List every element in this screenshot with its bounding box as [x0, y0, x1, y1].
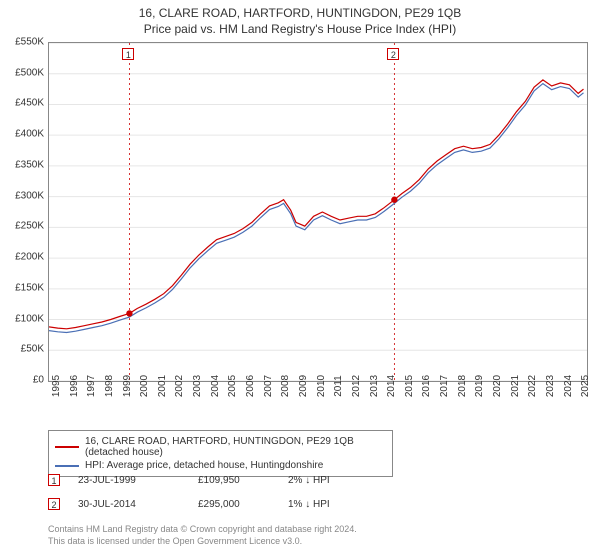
x-tick-label: 2014: [386, 375, 397, 397]
sale-price: £295,000: [198, 499, 288, 510]
sale-marker-badge: 2: [48, 498, 60, 510]
y-tick-label: £550K: [15, 37, 44, 48]
x-tick-label: 2013: [369, 375, 380, 397]
legend-swatch: [55, 465, 79, 467]
x-tick-label: 2024: [563, 375, 574, 397]
y-tick-label: £500K: [15, 67, 44, 78]
x-tick-label: 2003: [192, 375, 203, 397]
event-marker-box: 1: [122, 48, 134, 60]
x-tick-label: 2009: [298, 375, 309, 397]
legend-label: HPI: Average price, detached house, Hunt…: [85, 460, 323, 471]
y-tick-label: £50K: [21, 344, 44, 355]
plot-svg: [49, 43, 587, 381]
y-tick-label: £350K: [15, 159, 44, 170]
sale-date: 30-JUL-2014: [78, 499, 198, 510]
legend-swatch: [55, 446, 79, 448]
plot-area: [48, 42, 588, 382]
x-tick-label: 1995: [51, 375, 62, 397]
x-tick-label: 2022: [527, 375, 538, 397]
sale-row: 1 23-JUL-1999 £109,950 2% ↓ HPI: [48, 474, 388, 486]
x-tick-label: 2023: [545, 375, 556, 397]
legend-box: 16, CLARE ROAD, HARTFORD, HUNTINGDON, PE…: [48, 430, 393, 477]
x-tick-label: 2001: [157, 375, 168, 397]
sale-date: 23-JUL-1999: [78, 475, 198, 486]
x-tick-label: 2006: [245, 375, 256, 397]
chart-subtitle: Price paid vs. HM Land Registry's House …: [0, 20, 600, 40]
legend-item: HPI: Average price, detached house, Hunt…: [55, 459, 386, 472]
x-tick-label: 2019: [474, 375, 485, 397]
sale-diff: 1% ↓ HPI: [288, 499, 388, 510]
x-tick-label: 2004: [210, 375, 221, 397]
y-tick-label: £200K: [15, 252, 44, 263]
y-tick-label: £0: [33, 375, 44, 386]
x-tick-label: 1998: [104, 375, 115, 397]
event-marker-box: 2: [387, 48, 399, 60]
footer-line: This data is licensed under the Open Gov…: [48, 536, 357, 548]
legend-item: 16, CLARE ROAD, HARTFORD, HUNTINGDON, PE…: [55, 435, 386, 459]
footer-attribution: Contains HM Land Registry data © Crown c…: [48, 524, 357, 547]
sale-marker-badge: 1: [48, 474, 60, 486]
x-tick-label: 2018: [457, 375, 468, 397]
chart-container: 16, CLARE ROAD, HARTFORD, HUNTINGDON, PE…: [0, 0, 600, 560]
y-tick-label: £250K: [15, 221, 44, 232]
sale-price: £109,950: [198, 475, 288, 486]
legend-label: 16, CLARE ROAD, HARTFORD, HUNTINGDON, PE…: [85, 436, 386, 458]
x-tick-label: 2012: [351, 375, 362, 397]
x-tick-label: 2025: [580, 375, 591, 397]
x-tick-label: 1999: [122, 375, 133, 397]
x-tick-label: 2020: [492, 375, 503, 397]
x-tick-label: 1996: [69, 375, 80, 397]
x-tick-label: 2008: [280, 375, 291, 397]
x-tick-label: 2002: [174, 375, 185, 397]
x-tick-label: 2010: [316, 375, 327, 397]
y-tick-label: £100K: [15, 313, 44, 324]
x-tick-label: 2000: [139, 375, 150, 397]
x-tick-label: 2011: [333, 375, 344, 397]
chart-title: 16, CLARE ROAD, HARTFORD, HUNTINGDON, PE…: [0, 0, 600, 20]
sale-diff: 2% ↓ HPI: [288, 475, 388, 486]
footer-line: Contains HM Land Registry data © Crown c…: [48, 524, 357, 536]
y-tick-label: £300K: [15, 190, 44, 201]
x-tick-label: 2005: [227, 375, 238, 397]
y-tick-label: £400K: [15, 129, 44, 140]
x-tick-label: 2016: [421, 375, 432, 397]
y-axis: £0£50K£100K£150K£200K£250K£300K£350K£400…: [0, 42, 46, 382]
x-tick-label: 2017: [439, 375, 450, 397]
x-tick-label: 1997: [86, 375, 97, 397]
sale-row: 2 30-JUL-2014 £295,000 1% ↓ HPI: [48, 498, 388, 510]
x-tick-label: 2021: [510, 375, 521, 397]
x-axis: 1995199619971998199920002001200220032004…: [48, 382, 588, 432]
y-tick-label: £150K: [15, 282, 44, 293]
x-tick-label: 2015: [404, 375, 415, 397]
y-tick-label: £450K: [15, 98, 44, 109]
x-tick-label: 2007: [263, 375, 274, 397]
